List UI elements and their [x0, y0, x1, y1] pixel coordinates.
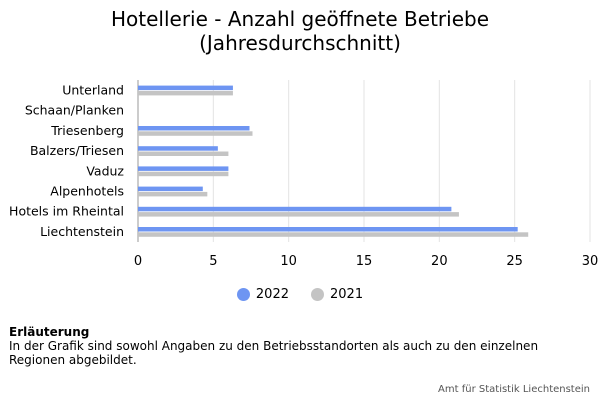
bars [138, 85, 529, 237]
category-label: Unterland [62, 83, 124, 98]
category-label: Vaduz [86, 163, 124, 178]
bar-2021[interactable] [138, 90, 233, 96]
note-text: In der Grafik sind sowohl Angaben zu den… [9, 339, 539, 367]
legend-swatch-2022 [236, 288, 250, 301]
x-tick-label: 10 [280, 254, 297, 269]
category-label: Liechtenstein [40, 224, 124, 239]
source-credit: Amt für Statistik Liechtenstein [438, 384, 590, 395]
bar-2022[interactable] [138, 166, 229, 171]
legend-label-2022: 2022 [255, 287, 289, 302]
x-tick-label: 0 [134, 254, 142, 269]
gridlines [137, 80, 591, 242]
legend: 2022 2021 [0, 287, 600, 302]
bar-2021[interactable] [138, 151, 229, 157]
x-tick-label: 25 [506, 254, 523, 269]
bar-2021[interactable] [138, 232, 529, 237]
note-title: Erläuterung [9, 325, 90, 339]
category-labels: Unterland Schaan/Planken Triesenberg Balzer… [9, 83, 124, 239]
chart-title: Hotellerie - Anzahl geöffnete Betriebe (… [0, 7, 600, 55]
x-tick-label: 20 [431, 254, 448, 269]
x-tick-label: 5 [209, 254, 217, 269]
legend-item-2021[interactable]: 2021 [311, 287, 363, 302]
chart-title-line-1: Hotellerie - Anzahl geöffnete Betriebe [110, 7, 489, 31]
category-label: Alpenhotels [50, 184, 124, 199]
category-label: Hotels im Rheintal [9, 204, 124, 219]
bar-2022[interactable] [138, 146, 218, 151]
category-label: Balzers/Triesen [30, 143, 124, 158]
legend-swatch-2021 [311, 288, 324, 301]
category-label: Triesenberg [50, 123, 124, 138]
legend-item-2022[interactable]: 2022 [236, 287, 289, 302]
bar-2022[interactable] [138, 85, 233, 91]
x-tick-label: 30 [582, 254, 599, 269]
category-label: Schaan/Planken [25, 103, 124, 118]
legend-label-2021: 2021 [330, 287, 364, 302]
bar-2021[interactable] [138, 131, 253, 136]
bar-2022[interactable] [138, 206, 452, 212]
bar-2022[interactable] [138, 186, 203, 192]
bar-2021[interactable] [138, 212, 459, 217]
x-tick-label: 15 [356, 254, 373, 269]
x-tick-labels: 0 5 10 15 20 25 30 [134, 254, 598, 269]
bar-2022[interactable] [138, 227, 518, 232]
bar-2021[interactable] [138, 171, 229, 177]
explanation-note: Erläuterung In der Grafik sind sowohl An… [9, 325, 594, 367]
bar-2021[interactable] [138, 191, 208, 197]
chart-title-line-2: (Jahresdurchschnitt) [199, 31, 401, 55]
bar-2022[interactable] [138, 126, 250, 131]
